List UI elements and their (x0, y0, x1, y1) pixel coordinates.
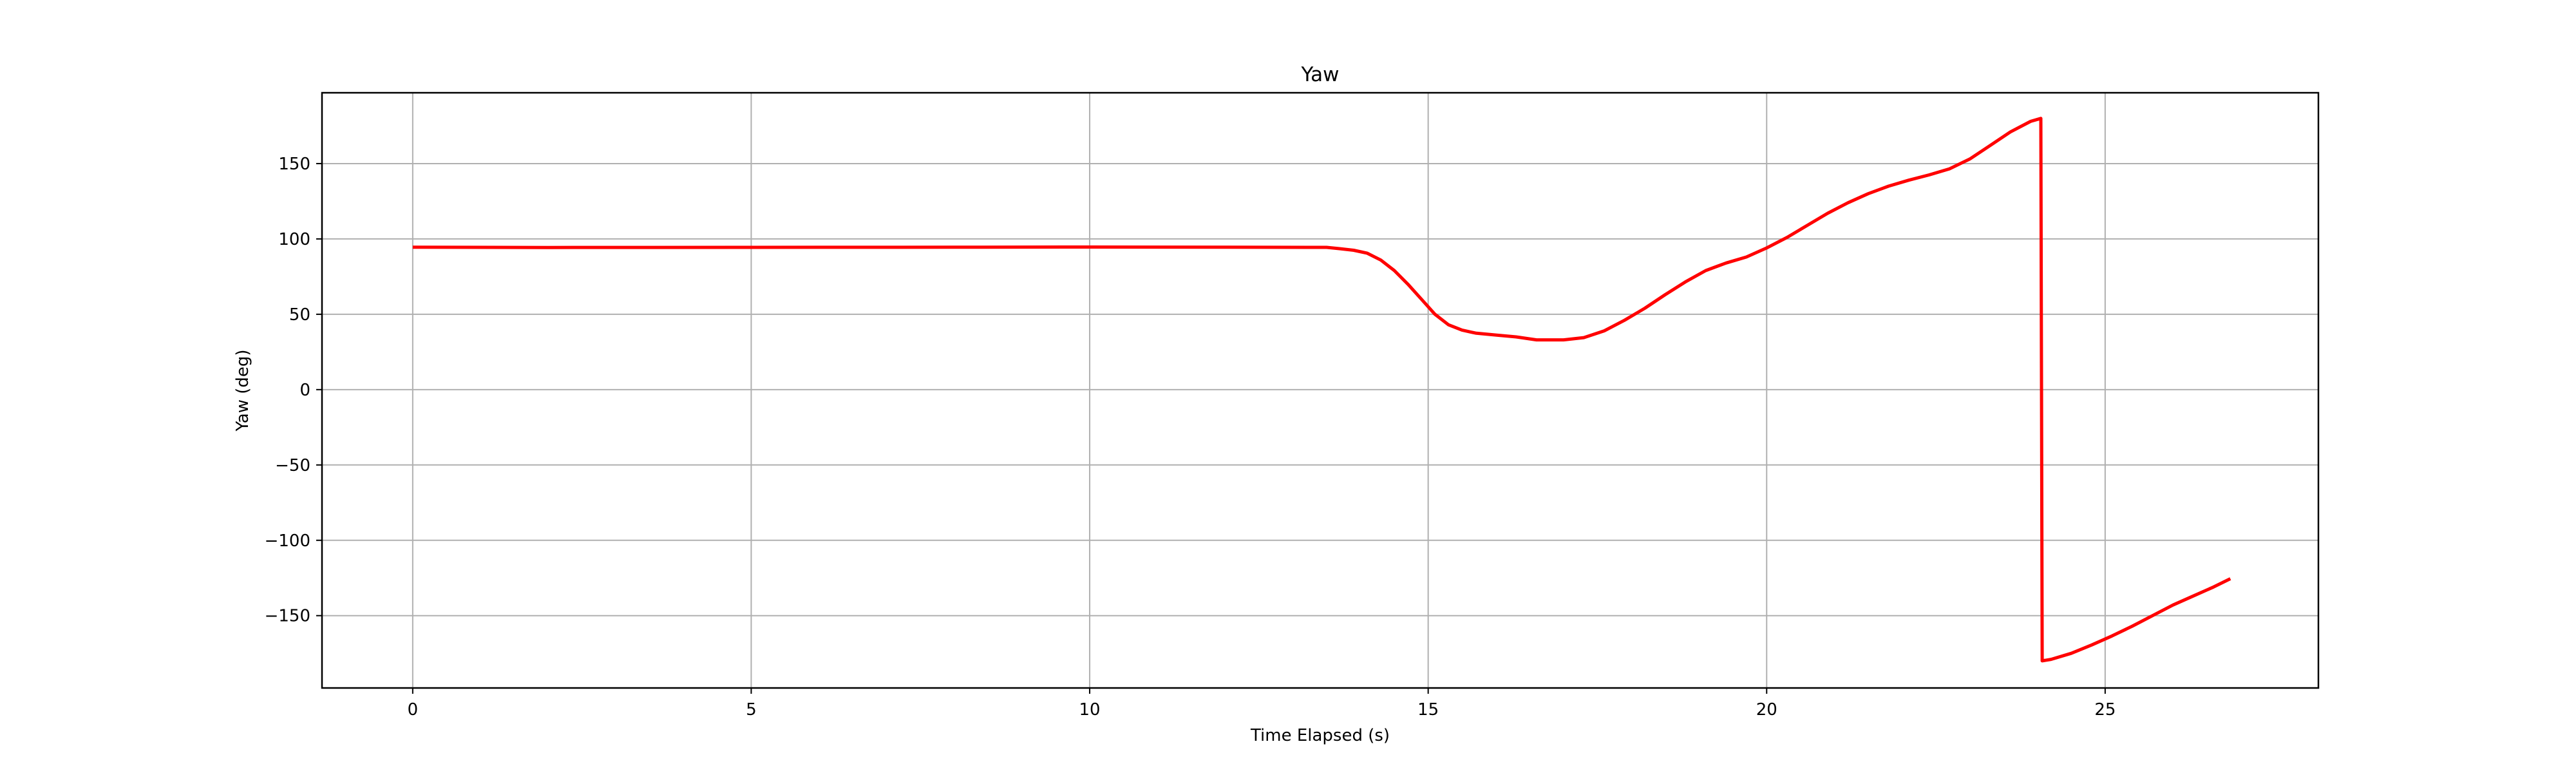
x-tick-label: 15 (1417, 700, 1439, 720)
plot-area (412, 117, 2231, 663)
y-tick-label: 0 (299, 381, 310, 400)
y-tick-label: 150 (278, 155, 310, 174)
grid-lines (322, 93, 2318, 688)
x-axis-label: Time Elapsed (s) (1250, 726, 1390, 745)
yaw-series-line (412, 117, 2231, 663)
x-tick-label: 10 (1079, 700, 1101, 720)
y-tick-label: −150 (265, 607, 310, 626)
y-tick-label: −100 (265, 531, 310, 551)
y-axis-label: Yaw (deg) (233, 349, 252, 432)
y-tick-label: 100 (278, 230, 310, 249)
chart-title: Yaw (1300, 63, 1339, 86)
axis-ticks: 0 5 10 15 20 25 −150 −100 −50 0 50 100 150 (265, 155, 2116, 720)
x-tick-label: 20 (1756, 700, 1777, 720)
x-tick-label: 25 (2094, 700, 2116, 720)
x-tick-label: 5 (746, 700, 757, 720)
y-tick-label: −50 (275, 456, 310, 475)
y-tick-label: 50 (289, 305, 310, 325)
x-tick-label: 0 (408, 700, 419, 720)
plot-frame (321, 91, 2320, 689)
